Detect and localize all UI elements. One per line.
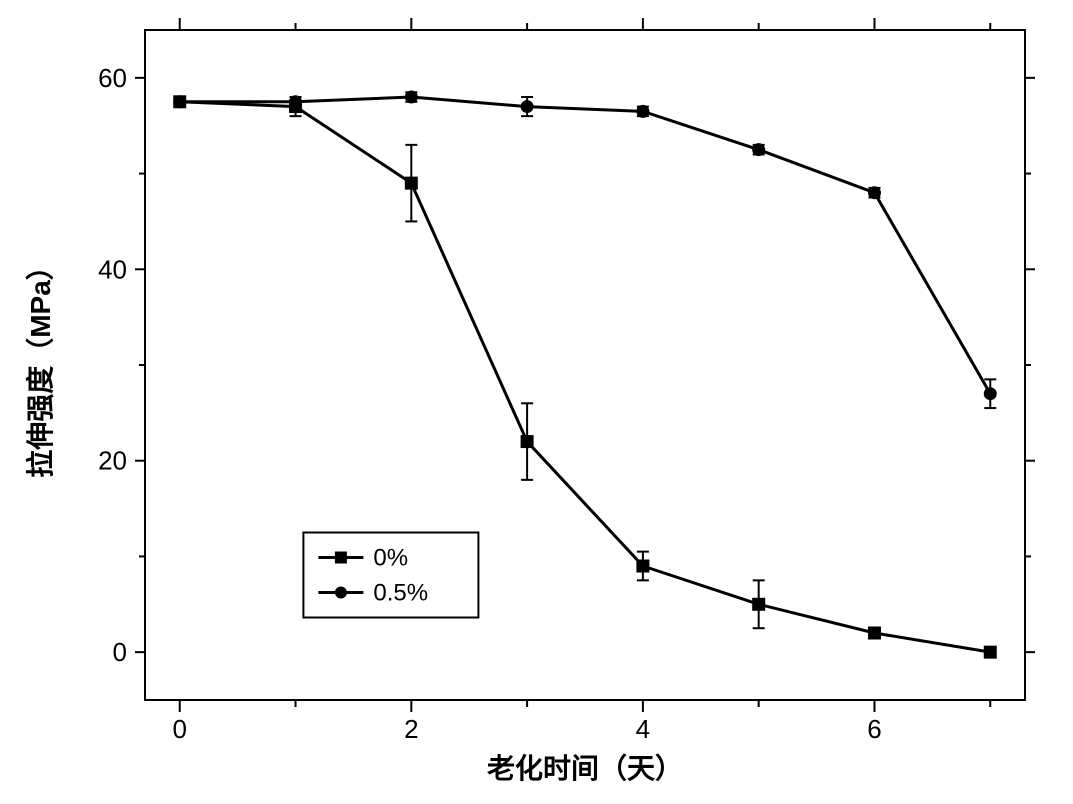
- data-point-square: [868, 627, 880, 639]
- data-point-square: [521, 436, 533, 448]
- y-axis-label: 拉伸强度（MPa）: [24, 252, 56, 478]
- y-tick-label: 20: [98, 446, 127, 476]
- chart-container: 0 20 40 60 0 2 4 6 拉伸强度（MPa） 老化时间（天） 0% 0.5%: [0, 0, 1073, 799]
- x-tick-label: 2: [404, 714, 418, 744]
- legend-label: 0%: [373, 545, 408, 572]
- x-tick-label: 0: [173, 714, 187, 744]
- data-point-circle: [868, 187, 880, 199]
- legend-label: 0.5%: [373, 580, 428, 607]
- data-point-circle: [984, 388, 996, 400]
- y-tick-label: 60: [98, 63, 127, 93]
- data-point-circle: [174, 96, 186, 108]
- data-point-circle: [290, 96, 302, 108]
- data-point-circle: [637, 105, 649, 117]
- data-point-square: [405, 177, 417, 189]
- x-axis-label: 老化时间（天）: [487, 752, 683, 784]
- x-tick-label: 4: [636, 714, 650, 744]
- line-chart: 0 20 40 60 0 2 4 6 拉伸强度（MPa） 老化时间（天） 0% 0.5%: [0, 0, 1073, 799]
- data-point-circle: [521, 101, 533, 113]
- data-point-circle: [405, 91, 417, 103]
- legend-marker-square: [335, 552, 347, 564]
- data-point-square: [753, 598, 765, 610]
- x-tick-label: 6: [867, 714, 881, 744]
- legend-marker-circle: [335, 587, 347, 599]
- y-tick-label: 40: [98, 254, 127, 284]
- data-point-square: [637, 560, 649, 572]
- data-point-circle: [753, 144, 765, 156]
- y-tick-label: 0: [113, 637, 127, 667]
- data-point-square: [984, 646, 996, 658]
